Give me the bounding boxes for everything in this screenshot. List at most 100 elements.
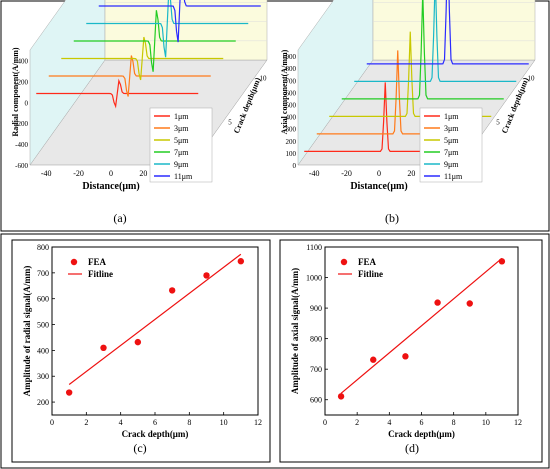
y-axis-label: Amplitude of axial signal(A/mm) <box>290 268 300 394</box>
y-tick-label: 400 <box>286 114 297 122</box>
panel-label: (c) <box>133 441 146 455</box>
panel-c: 0 2 4 6 8 10 12 200 300 400 500 600 700 800 FEA Fitline… <box>22 243 262 455</box>
y-tick-label: 900 <box>286 53 297 61</box>
y-tick-label: 1100 <box>306 243 322 252</box>
x-tick-label: 6 <box>420 418 424 427</box>
x-tick-label: 8 <box>452 418 456 427</box>
y-axis-label: Amplitude of radial signal(A/mm) <box>22 266 32 397</box>
legend-entry: 9μm <box>174 160 189 169</box>
legend-marker-fea <box>340 258 348 266</box>
y-tick-label: 900 <box>310 304 322 313</box>
back-wall <box>372 0 536 61</box>
legend-entry: 5μm <box>174 136 189 145</box>
y-axis-label: Radial component(A/mm) <box>11 47 20 136</box>
y-tick-label: 200 <box>37 398 49 407</box>
legend-entry-fea: FEA <box>358 257 377 267</box>
y-tick-label: 0 <box>25 99 29 107</box>
legend-entry: 3μm <box>174 124 189 133</box>
z-tick-label: 10 <box>260 75 268 83</box>
series-line-3 <box>73 10 236 72</box>
legend-entry-fea: FEA <box>88 257 107 267</box>
data-point-1 <box>100 344 107 351</box>
back-wall <box>104 0 268 61</box>
y-tick-label: 700 <box>37 269 49 278</box>
x-tick-label: 0 <box>109 169 113 178</box>
y-tick-label: 0 <box>293 162 297 170</box>
x-axis-label: Crack depth(μm) <box>122 429 189 439</box>
series-line-2 <box>61 36 224 81</box>
panel-d-frame <box>279 239 543 463</box>
plot-area <box>51 246 259 416</box>
y-tick-label: 700 <box>286 77 297 85</box>
data-point-4 <box>203 272 210 279</box>
x-tick-label: 10 <box>220 418 228 427</box>
series-line-5 <box>366 0 529 65</box>
x-tick-label: 20 <box>139 169 147 178</box>
y-tick-label: 500 <box>286 101 297 109</box>
legend-marker-fea <box>70 258 78 266</box>
y-tick-label: 300 <box>286 126 297 134</box>
x-tick-label: -40 <box>309 169 320 178</box>
side-wall <box>297 0 374 166</box>
legend-entry-fitline: Fitline <box>358 269 383 279</box>
x-axis-label: Crack depth(μm) <box>388 429 455 439</box>
x-tick-label: 2 <box>84 418 88 427</box>
x-tick-label: 8 <box>187 418 191 427</box>
legend-entry-fitline: Fitline <box>88 269 113 279</box>
y-axis-label: Axial component(A/mm) <box>280 49 289 134</box>
y-tick-label: 800 <box>37 243 49 252</box>
plot-area <box>324 246 519 416</box>
x-tick-label: 0 <box>323 418 327 427</box>
legend-box <box>149 107 213 183</box>
panel-label: (a) <box>113 211 126 225</box>
y-tick-label: 1000 <box>306 274 322 283</box>
data-point-1 <box>370 356 377 363</box>
x-tick-label: 6 <box>153 418 157 427</box>
series-line-1 <box>48 55 211 97</box>
data-point-0 <box>65 389 73 396</box>
x-tick-label: -20 <box>73 169 84 178</box>
y-tick-label: 600 <box>286 89 297 97</box>
legend-entry: 1μm <box>174 112 189 121</box>
x-tick-label: 4 <box>387 418 391 427</box>
data-point-3 <box>168 287 176 294</box>
x-tick-label: -40 <box>41 169 52 178</box>
y-tick-label: 400 <box>37 346 49 355</box>
x-tick-label: 12 <box>514 418 522 427</box>
series-line-5 <box>98 0 261 43</box>
x-tick-label: 10 <box>482 418 490 427</box>
legend-entry: 7μm <box>174 148 189 157</box>
legend-entry: 5μm <box>444 136 459 145</box>
y-tick-label: -600 <box>15 162 28 170</box>
y-tick-label: 100 <box>286 150 297 158</box>
bottom-frame <box>0 233 550 469</box>
y-tick-label: 800 <box>286 65 297 73</box>
x-tick-label: 0 <box>50 418 54 427</box>
top-frame <box>0 0 550 232</box>
data-point-2 <box>134 338 142 346</box>
y-tick-label: -400 <box>15 141 28 149</box>
series-line-0 <box>36 78 199 109</box>
panel-d: 0 2 4 6 8 10 12 600 700 800 900 1000 1100 FEA Fitline C… <box>290 243 522 455</box>
z-tick-label: 5 <box>496 118 500 126</box>
fitline <box>340 257 503 394</box>
legend-entry: 7μm <box>444 148 459 157</box>
y-tick-label: 600 <box>37 295 49 304</box>
legend-entry: 11μm <box>444 172 463 181</box>
y-tick-label: 300 <box>37 372 49 381</box>
panel-label: (b) <box>385 211 399 225</box>
x-tick-label: -20 <box>341 169 352 178</box>
panel-a: -40-2002040-600-400-20002004000510Distan… <box>11 0 268 225</box>
series-line-3 <box>341 0 504 100</box>
panel-b: -40-200204001002003004005006007008009000… <box>280 0 536 225</box>
data-point-5 <box>498 258 506 265</box>
y-tick-label: 400 <box>18 57 29 65</box>
legend-entry: 11μm <box>174 172 193 181</box>
x-tick-label: 12 <box>254 418 262 427</box>
x-tick-label: 2 <box>355 418 359 427</box>
x-tick-label: 20 <box>407 169 415 178</box>
legend-box <box>419 107 483 183</box>
x-tick-label: 0 <box>377 169 381 178</box>
z-tick-label: 10 <box>528 75 536 83</box>
